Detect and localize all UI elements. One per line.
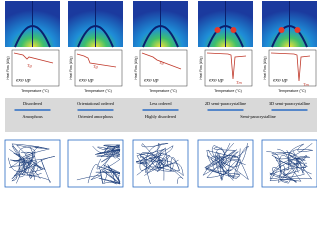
dsc-curve bbox=[270, 52, 311, 82]
order-label: Orientational ordered bbox=[77, 101, 115, 106]
order-label: Less ordered bbox=[149, 101, 172, 106]
temperature-label: Temperature (°C) bbox=[214, 89, 242, 93]
chain bbox=[269, 143, 313, 180]
transition-label: Tm bbox=[303, 82, 310, 87]
chain bbox=[11, 143, 50, 179]
figure: Heat Flow (W/g) Temperature (°C) exo up Tg D… bbox=[4, 1, 317, 188]
chain bbox=[136, 158, 184, 177]
chain-box bbox=[197, 139, 254, 188]
chain bbox=[271, 148, 307, 182]
dsc-curve bbox=[141, 52, 182, 70]
chain bbox=[96, 153, 121, 170]
structure-label: Amorphous bbox=[22, 114, 43, 119]
heat-flow-label: Heat Flow (W/g) bbox=[134, 56, 138, 79]
chain bbox=[215, 146, 250, 181]
exo-label: exo up bbox=[209, 77, 224, 83]
chain bbox=[204, 147, 236, 176]
chain bbox=[139, 147, 180, 173]
transition-label: Tg bbox=[159, 60, 165, 65]
dsc-plot: Heat Flow (W/g) Temperature (°C) exo up Tg bbox=[134, 49, 188, 93]
chain bbox=[269, 157, 312, 182]
xray-spot bbox=[278, 27, 285, 33]
dsc-curve bbox=[76, 53, 117, 68]
xray-spot bbox=[230, 27, 237, 33]
temperature-label: Temperature (°C) bbox=[84, 89, 112, 93]
transition-label: Tg bbox=[27, 63, 33, 68]
chain bbox=[216, 143, 248, 177]
xray-spot bbox=[294, 27, 301, 33]
exo-label: exo up bbox=[273, 77, 288, 83]
dsc-plot: Heat Flow (W/g) Temperature (°C) exo up Tg bbox=[69, 49, 123, 93]
dsc-frame bbox=[11, 49, 60, 87]
chain bbox=[136, 148, 169, 181]
order-label: Disordered bbox=[23, 101, 43, 106]
heat-flow-label: Heat Flow (W/g) bbox=[263, 56, 267, 79]
dsc-plot: Heat Flow (W/g) Temperature (°C) exo up Tg bbox=[6, 49, 60, 93]
structure-label: Oriented amorphous bbox=[78, 114, 114, 119]
chain bbox=[21, 157, 51, 184]
temperature-label: Temperature (°C) bbox=[278, 89, 306, 93]
exo-label: exo up bbox=[79, 77, 94, 83]
chain bbox=[100, 144, 121, 158]
chain bbox=[141, 143, 170, 184]
chain bbox=[9, 145, 44, 181]
chain bbox=[11, 152, 46, 182]
transition-label: Tm bbox=[236, 80, 243, 85]
xray-spot bbox=[214, 27, 221, 33]
chain bbox=[204, 145, 241, 181]
dsc-plot: Heat Flow (W/g) Temperature (°C) exo up Tm bbox=[199, 49, 253, 93]
order-label: 2D semi-paracrystalline bbox=[205, 101, 246, 106]
structure-label: Highly disordered bbox=[145, 114, 177, 119]
temperature-label: Temperature (°C) bbox=[149, 89, 177, 93]
chain bbox=[18, 146, 47, 176]
dsc-curve bbox=[206, 52, 247, 80]
heat-flow-label: Heat Flow (W/g) bbox=[6, 56, 10, 79]
exo-label: exo up bbox=[144, 77, 159, 83]
transition-label: Tg bbox=[93, 64, 99, 69]
chain bbox=[95, 164, 121, 177]
heat-flow-label: Heat Flow (W/g) bbox=[69, 56, 73, 79]
shared-structure-label: Semi-paracrystalline bbox=[240, 114, 276, 119]
band bbox=[5, 98, 317, 132]
temperature-label: Temperature (°C) bbox=[21, 89, 49, 93]
heat-flow-label: Heat Flow (W/g) bbox=[199, 56, 203, 79]
chain bbox=[206, 142, 239, 181]
chain bbox=[139, 152, 167, 176]
chain bbox=[266, 151, 300, 184]
chain bbox=[87, 164, 121, 185]
order-label: 3D semi-paracrystalline bbox=[269, 101, 310, 106]
exo-label: exo up bbox=[16, 77, 31, 83]
dsc-plot: Heat Flow (W/g) Temperature (°C) exo up Tm bbox=[263, 49, 317, 93]
chain bbox=[141, 153, 180, 172]
dsc-curve bbox=[13, 52, 54, 64]
